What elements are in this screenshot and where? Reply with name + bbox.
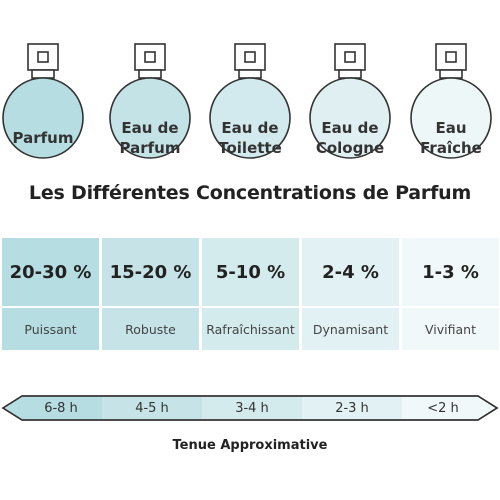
page-title: Les Différentes Concentrations de Parfum [28, 182, 472, 204]
duration-label: <2 h [427, 400, 459, 416]
bottle-parfum: Parfum [0, 42, 87, 182]
bottle-eau-de-cologne-icon [309, 43, 391, 159]
duration-label: 2-3 h [335, 400, 369, 416]
bottle-label-line1: Eau [435, 119, 467, 137]
duration-segment-fill [402, 397, 495, 419]
duration-segment-fill [302, 397, 402, 419]
concentration-percent: 5-10 % [202, 238, 299, 306]
bottle-label-line2: Cologne [315, 139, 385, 157]
bottle-label-line1: Eau de [221, 119, 279, 137]
concentration-descriptor: Robuste [102, 308, 199, 350]
duration-label: 3-4 h [235, 400, 269, 416]
bottle-parfum-icon [2, 43, 84, 159]
bottle-label-line2: Fraîche [420, 139, 482, 157]
bottle-eau-fraiche-icon [410, 43, 492, 159]
bottle-eau-de-toilette-icon [209, 43, 291, 159]
bottle-label-line2: Toilette [218, 139, 282, 157]
concentration-column: 2-4 % Dynamisant [302, 238, 399, 350]
concentration-percent: 20-30 % [2, 238, 99, 306]
bottle-label-line1: Eau de [121, 119, 179, 137]
duration-segment-fill [202, 397, 302, 419]
bottle-eau-de-cologne: Eau de Cologne [306, 42, 394, 182]
concentration-column: 20-30 % Puissant [2, 238, 99, 350]
concentration-column: 1-3 % Vivifiant [402, 238, 499, 350]
concentration-column: 15-20 % Robuste [102, 238, 199, 350]
concentration-percent: 15-20 % [102, 238, 199, 306]
concentration-descriptor: Puissant [2, 308, 99, 350]
concentration-descriptor: Vivifiant [402, 308, 499, 350]
bottles-row: Parfum Eau de Parfum Eau de Toilette [0, 0, 500, 180]
duration-label: 4-5 h [135, 400, 169, 416]
bottle-label-line1: Parfum [12, 129, 74, 147]
duration-arrow: 6-8 h 4-5 h 3-4 h 2-3 h <2 h [0, 392, 500, 424]
bottle-label-line1: Eau de [321, 119, 379, 137]
bottle-eau-de-parfum-icon [109, 43, 191, 159]
duration-label: 6-8 h [44, 400, 78, 416]
bottle-label-line2: Parfum [119, 139, 181, 157]
concentration-descriptor: Dynamisant [302, 308, 399, 350]
duration-segment-fill [5, 397, 102, 419]
bottle-eau-de-toilette: Eau de Toilette [206, 42, 294, 182]
duration-segment-fill [102, 397, 202, 419]
concentration-column: 5-10 % Rafraîchissant [202, 238, 299, 350]
bottle-eau-de-parfum: Eau de Parfum [106, 42, 194, 182]
concentration-percent: 2-4 % [302, 238, 399, 306]
double-arrow-icon [1, 395, 499, 421]
concentration-grid: 20-30 % Puissant 15-20 % Robuste 5-10 % … [0, 238, 500, 350]
concentration-percent: 1-3 % [402, 238, 499, 306]
bottle-eau-fraiche: Eau Fraîche [407, 42, 495, 182]
concentration-descriptor: Rafraîchissant [202, 308, 299, 350]
duration-caption: Tenue Approximative [172, 438, 328, 453]
